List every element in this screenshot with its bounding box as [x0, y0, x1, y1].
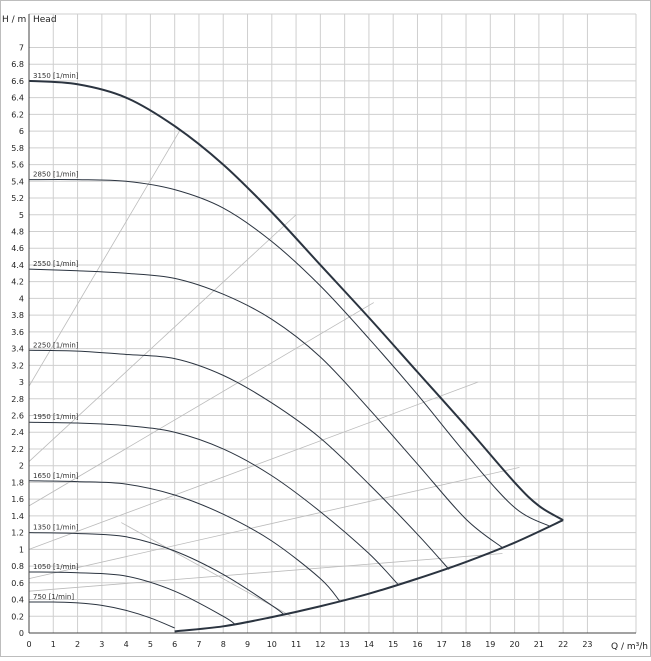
x-tick-label: 14: [364, 640, 374, 649]
grid: [28, 13, 637, 634]
guide-lines: [28, 130, 520, 617]
max-flow-limit-curve: [174, 519, 564, 633]
y-tick-label: 6.4: [11, 94, 24, 103]
y-tick-label: 3: [19, 378, 24, 387]
x-tick-label: 16: [412, 640, 422, 649]
x-tick-label: 5: [148, 640, 153, 649]
speed-curve-label: 1350 [1/min]: [33, 524, 79, 532]
y-tick-label: 5: [19, 211, 24, 220]
head-label: Head: [33, 15, 57, 25]
x-tick-label: 8: [221, 640, 226, 649]
y-tick-label: 5.6: [11, 161, 24, 170]
efficiency-guide-line: [28, 381, 479, 550]
y-tick-label: 1.8: [11, 478, 24, 487]
speed-curve-label: 2550 [1/min]: [33, 260, 79, 268]
x-tick-label: 23: [582, 640, 592, 649]
x-tick-label: 13: [340, 640, 350, 649]
y-tick-label: 5.8: [11, 144, 24, 153]
y-tick-label: 3.2: [11, 361, 24, 370]
y-tick-label: 2.8: [11, 395, 24, 404]
x-tick-label: 11: [291, 640, 301, 649]
y-tick-label: 5.4: [11, 177, 24, 186]
speed-curve: [28, 421, 399, 585]
y-tick-label: 7: [19, 43, 24, 52]
axes: [28, 14, 636, 634]
y-tick-label: 0.8: [11, 562, 24, 571]
y-tick-label: 3.8: [11, 311, 24, 320]
y-tick-label: 0: [19, 629, 24, 638]
speed-curve-label: 3150 [1/min]: [33, 72, 79, 80]
x-axis-title: Q / m³/h: [611, 642, 648, 652]
efficiency-guide-line: [28, 214, 297, 462]
y-tick-label: 1.6: [11, 495, 24, 504]
x-tick-label: 1: [51, 640, 56, 649]
y-tick-label: 3.6: [11, 328, 24, 337]
x-tick-label: 0: [26, 640, 31, 649]
speed-curve-label: 2250 [1/min]: [33, 341, 79, 349]
y-tick-label: 6.8: [11, 60, 24, 69]
y-tick-label: 4.4: [11, 261, 24, 270]
y-tick-label: 6: [19, 127, 24, 136]
efficiency-guide-line: [28, 553, 503, 592]
x-tick-label: 22: [558, 640, 568, 649]
y-tick-label: 1.2: [11, 529, 24, 538]
speed-curve: [28, 179, 552, 528]
x-tick-label: 3: [99, 640, 104, 649]
y-tick-label: 0.4: [11, 596, 24, 605]
x-tick-label: 12: [315, 640, 325, 649]
y-tick-label: 4: [19, 294, 24, 303]
speed-curve-label: 1950 [1/min]: [33, 413, 79, 421]
x-tick-label: 15: [388, 640, 398, 649]
y-tick-label: 4.2: [11, 278, 24, 287]
y-tick-label: 0.2: [11, 612, 24, 621]
speed-curve: [28, 480, 341, 602]
efficiency-guide-line: [28, 466, 520, 580]
series-curves: [28, 79, 564, 633]
y-tick-label: 6.2: [11, 110, 24, 119]
x-tick-label: 19: [485, 640, 495, 649]
efficiency-guide-line: [121, 522, 292, 617]
tick-labels: 0 1 2 3 4 5 6 7 8 9 10 11 12 13 14 15 16 17 18 19 20 21 22 2300…: [11, 43, 592, 649]
y-tick-label: 0.6: [11, 579, 24, 588]
x-tick-label: 20: [510, 640, 520, 649]
y-tick-label: 2.4: [11, 428, 24, 437]
speed-curve: [28, 79, 564, 521]
y-tick-label: 3.4: [11, 345, 24, 354]
y-tick-label: 2: [19, 462, 24, 471]
speed-curve: [28, 268, 503, 549]
x-tick-label: 4: [124, 640, 129, 649]
x-tick-label: 7: [196, 640, 201, 649]
speed-curve-label: 750 [1/min]: [33, 593, 74, 601]
y-tick-label: 4.8: [11, 227, 24, 236]
speed-curve-label: 1650 [1/min]: [33, 472, 79, 480]
y-tick-label: 5.2: [11, 194, 24, 203]
y-tick-label: 4.6: [11, 244, 24, 253]
speed-curve: [28, 532, 285, 615]
y-tick-label: 6.6: [11, 77, 24, 86]
efficiency-guide-line: [28, 302, 374, 507]
speed-curve: [28, 601, 175, 629]
x-tick-label: 21: [534, 640, 544, 649]
y-tick-label: 1.4: [11, 512, 24, 521]
x-tick-label: 6: [172, 640, 177, 649]
y-tick-label: 2.6: [11, 412, 24, 421]
y-tick-label: 1: [19, 545, 24, 554]
speed-curve: [28, 571, 236, 626]
x-tick-label: 18: [461, 640, 471, 649]
x-tick-label: 9: [245, 640, 250, 649]
x-tick-label: 17: [437, 640, 447, 649]
y-axis-title: H / m: [2, 15, 26, 25]
x-tick-label: 10: [267, 640, 277, 649]
efficiency-guide-line: [28, 130, 180, 387]
speed-curve: [28, 349, 450, 570]
speed-curve-label: 2850 [1/min]: [33, 171, 79, 179]
x-tick-label: 2: [75, 640, 80, 649]
y-tick-label: 2.2: [11, 445, 24, 454]
curve-labels: 3150 [1/min] 2850 [1/min] 2550 [1/min] 2250…: [33, 72, 79, 601]
speed-curve-label: 1050 [1/min]: [33, 563, 79, 571]
